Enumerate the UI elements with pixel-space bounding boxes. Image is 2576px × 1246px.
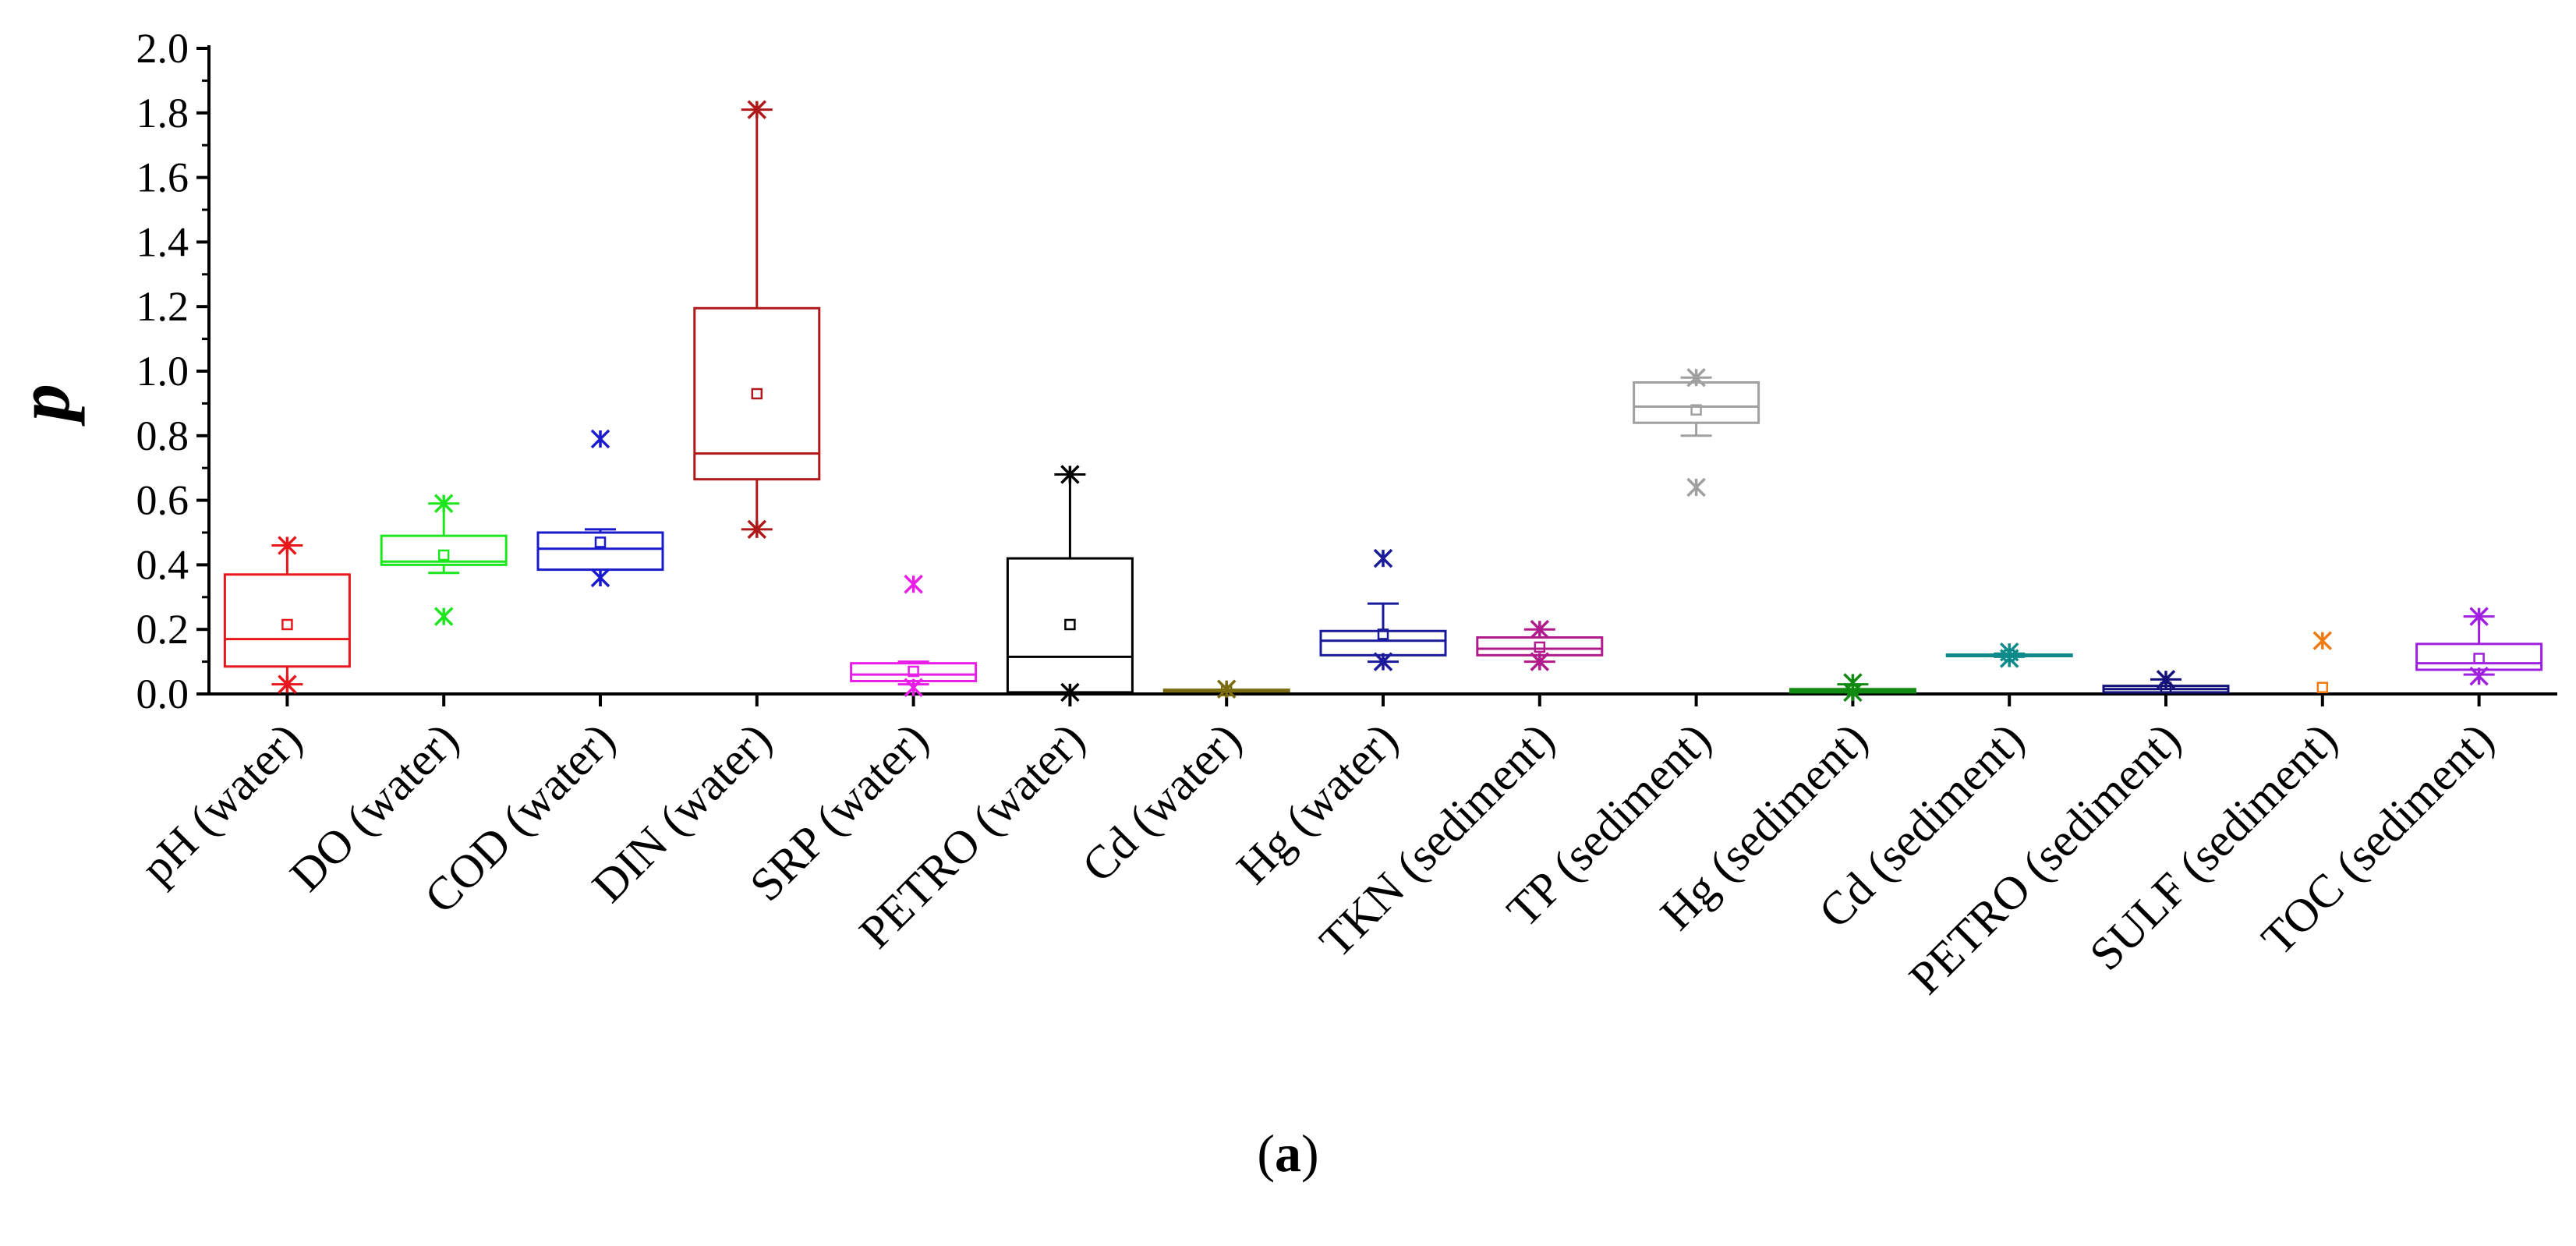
box-iqr xyxy=(380,534,508,566)
outlier-marker xyxy=(1686,368,1706,388)
outlier-marker xyxy=(2469,666,2489,686)
mean-marker xyxy=(437,549,450,561)
y-tick-label: 2.0 xyxy=(136,25,189,72)
y-tick-label: 0.0 xyxy=(136,671,189,717)
box-iqr xyxy=(1319,629,1447,657)
mean-marker xyxy=(2316,681,2329,693)
box-sulf-sediment xyxy=(2312,631,2333,693)
box-do-water xyxy=(380,494,508,626)
outlier-marker xyxy=(433,494,454,513)
outlier-marker xyxy=(2312,631,2333,650)
plot-area xyxy=(223,100,2543,703)
mean-marker xyxy=(281,618,293,631)
outlier-marker xyxy=(1530,619,1550,639)
outlier-marker xyxy=(1060,465,1080,484)
y-tick-label: 0.2 xyxy=(136,606,189,653)
box-iqr xyxy=(1633,381,1760,424)
box-petro-sediment xyxy=(2102,670,2230,694)
y-tick-label: 0.6 xyxy=(136,477,189,524)
axes: 0.0 0.2 0.4 0.6 0.8 1.0 1.2 1.4 1.6 1.8 2.0 p xyxy=(2,25,2557,717)
outlier-marker xyxy=(590,429,610,449)
caption-letter: a xyxy=(1275,1124,1301,1183)
box-cd-water xyxy=(1162,679,1290,699)
outlier-marker xyxy=(1373,652,1393,671)
y-tick-label: 0.4 xyxy=(136,541,189,588)
y-tick-label: 1.2 xyxy=(136,283,189,330)
outlier-marker xyxy=(1686,477,1706,497)
outlier-marker xyxy=(1530,652,1550,671)
box-toc-sediment xyxy=(2415,607,2543,686)
box-iqr xyxy=(2415,642,2543,671)
mean-marker xyxy=(1064,618,1076,631)
box-ph-water xyxy=(223,536,351,694)
mean-marker xyxy=(751,388,763,400)
outlier-marker xyxy=(747,100,767,119)
outlier-marker xyxy=(904,575,923,594)
outlier-marker xyxy=(904,678,923,697)
outlier-marker xyxy=(1999,649,2019,668)
mean-marker xyxy=(1377,628,1389,640)
box-srp-water xyxy=(850,575,978,697)
mean-marker xyxy=(908,665,919,678)
category-label: Cd (water) xyxy=(1072,713,1251,892)
box-tkn-sediment xyxy=(1476,619,1604,671)
box-cd-sediment xyxy=(1945,642,2073,668)
y-tick-label: 0.8 xyxy=(136,412,189,459)
category-label: PETRO (sediment) xyxy=(1899,713,2190,1004)
outlier-marker xyxy=(747,519,767,540)
box-din-water xyxy=(693,100,821,540)
outlier-marker xyxy=(278,674,297,694)
y-tick-label: 1.0 xyxy=(136,348,189,395)
outlier-marker xyxy=(1843,682,1863,703)
box-tp-sediment xyxy=(1633,368,1760,497)
outlier-marker xyxy=(433,607,454,626)
box-petro-water xyxy=(1006,465,1134,703)
mean-marker xyxy=(1690,404,1702,416)
mean-marker xyxy=(594,536,607,548)
box-cod-water xyxy=(536,429,664,588)
box-iqr xyxy=(1006,557,1134,694)
y-tick-label: 1.4 xyxy=(136,218,189,265)
outlier-marker xyxy=(1373,548,1393,568)
outlier-marker xyxy=(590,568,610,588)
outlier-marker xyxy=(278,536,297,555)
box-hg-sediment xyxy=(1789,673,1916,703)
figure-caption: (a) xyxy=(1257,1124,1319,1183)
mean-marker xyxy=(1534,641,1546,653)
outlier-marker xyxy=(1060,682,1080,703)
y-axis-title: p xyxy=(2,384,85,427)
outlier-marker xyxy=(1216,679,1237,699)
category-labels: pH (water)DO (water)COD (water)DIN (wate… xyxy=(131,713,2503,1004)
outlier-marker xyxy=(2469,607,2489,626)
y-tick-label: 1.6 xyxy=(136,154,189,201)
box-hg-water xyxy=(1319,548,1447,671)
box-iqr xyxy=(223,573,351,668)
box-iqr xyxy=(693,306,821,481)
y-tick-label: 1.8 xyxy=(136,90,189,136)
outlier-marker xyxy=(2156,670,2176,689)
mean-marker xyxy=(2473,653,2485,664)
